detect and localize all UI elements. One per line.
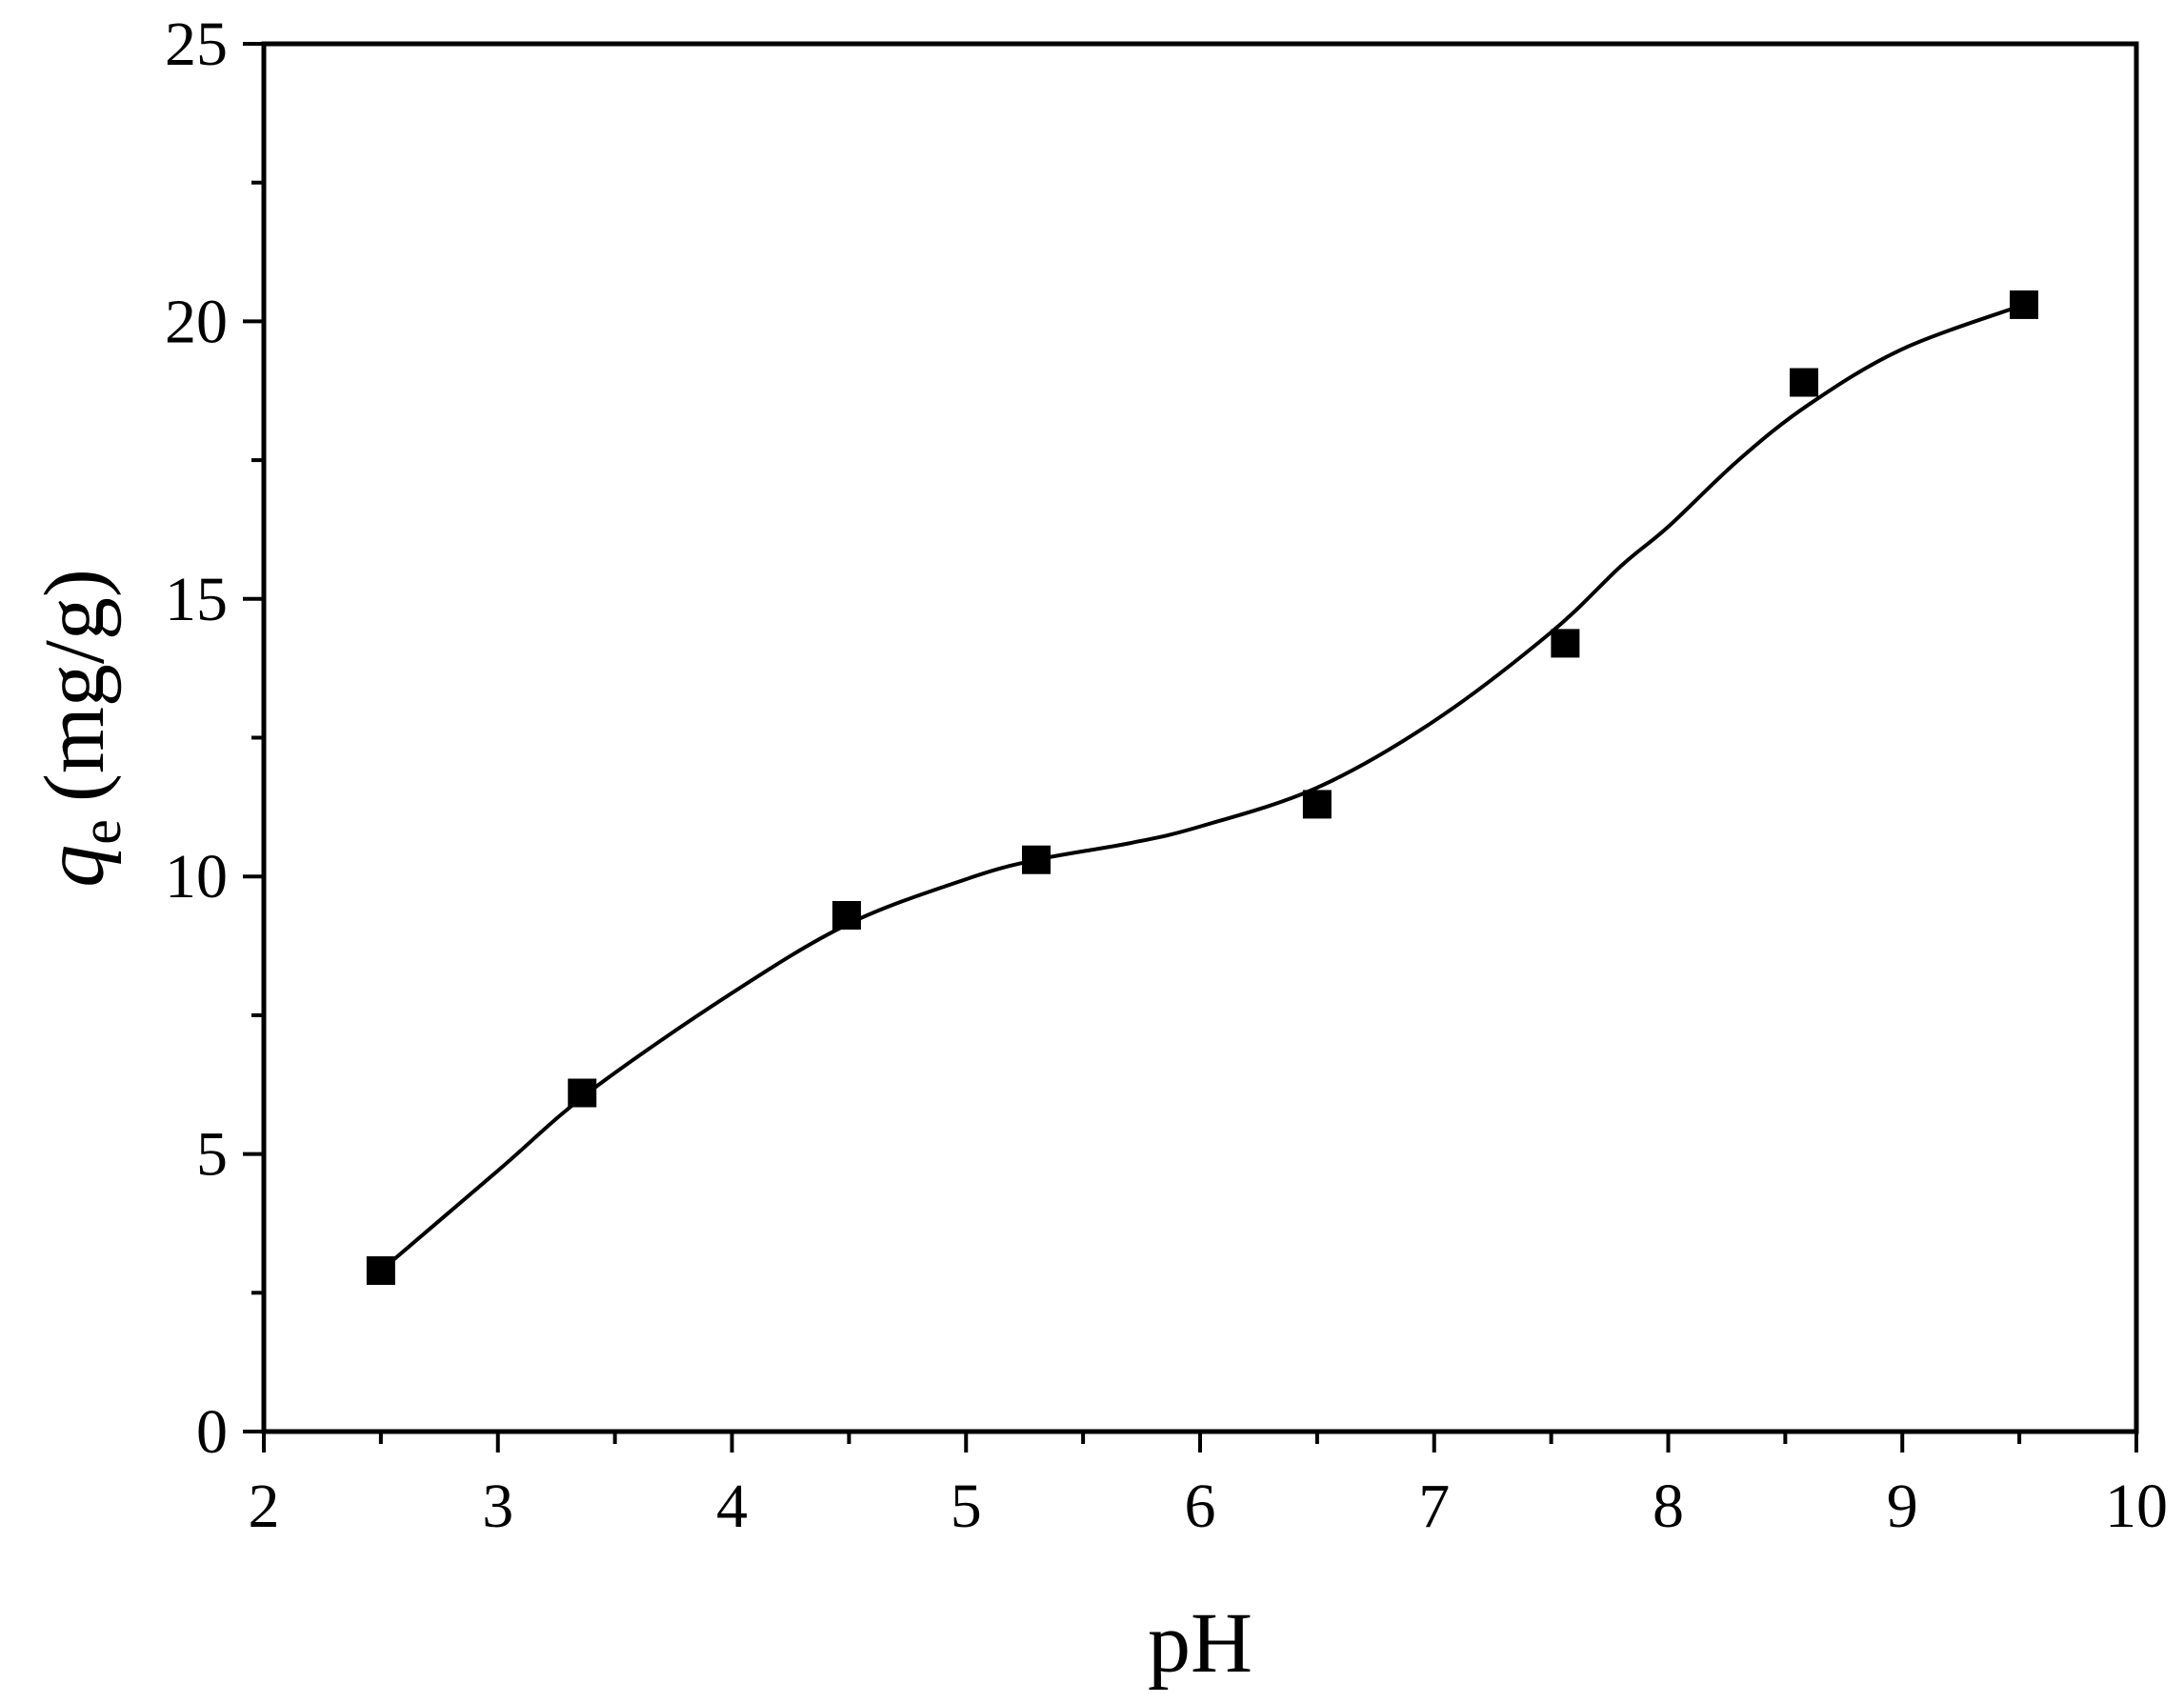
y-tick-label: 15 xyxy=(165,565,228,634)
data-point xyxy=(1551,629,1580,658)
plot-frame xyxy=(261,41,2139,1434)
y-axis-symbol: q xyxy=(28,845,122,888)
fit-curve xyxy=(379,303,2025,1272)
fit-layer xyxy=(379,303,2025,1272)
x-tick-label: 2 xyxy=(249,1472,280,1541)
y-axis-title: qe (mg/g) xyxy=(28,569,132,888)
marker-layer xyxy=(366,290,2039,1285)
x-tick-label: 4 xyxy=(716,1472,748,1541)
data-point xyxy=(366,1255,395,1285)
y-tick-label: 25 xyxy=(165,10,228,79)
x-tick-label: 9 xyxy=(1887,1472,1918,1541)
y-axis-subscript: e xyxy=(70,819,132,845)
y-tick-label: 10 xyxy=(165,842,228,912)
x-tick-label: 3 xyxy=(482,1472,513,1541)
y-tick-label: 20 xyxy=(165,287,228,356)
x-axis-title: pH xyxy=(1148,1596,1252,1691)
x-tick-label: 5 xyxy=(951,1472,982,1541)
x-tick-label: 8 xyxy=(1653,1472,1684,1541)
data-point xyxy=(2010,290,2039,319)
x-tick-label: 6 xyxy=(1185,1472,1216,1541)
data-point xyxy=(1021,845,1051,874)
data-point xyxy=(1790,368,1819,397)
y-axis-unit: (mg/g) xyxy=(28,569,122,802)
data-point xyxy=(568,1078,597,1108)
y-tick-label: 0 xyxy=(196,1397,228,1467)
x-tick-label: 7 xyxy=(1418,1472,1450,1541)
y-tick-label: 5 xyxy=(196,1120,228,1190)
data-point xyxy=(1302,790,1332,819)
x-tick-label: 10 xyxy=(2105,1472,2168,1541)
data-point xyxy=(832,900,861,930)
tick-layer: 2 3 4 5 6 7 8 9 10 0 5 10 15 20 25 xyxy=(165,10,2168,1541)
